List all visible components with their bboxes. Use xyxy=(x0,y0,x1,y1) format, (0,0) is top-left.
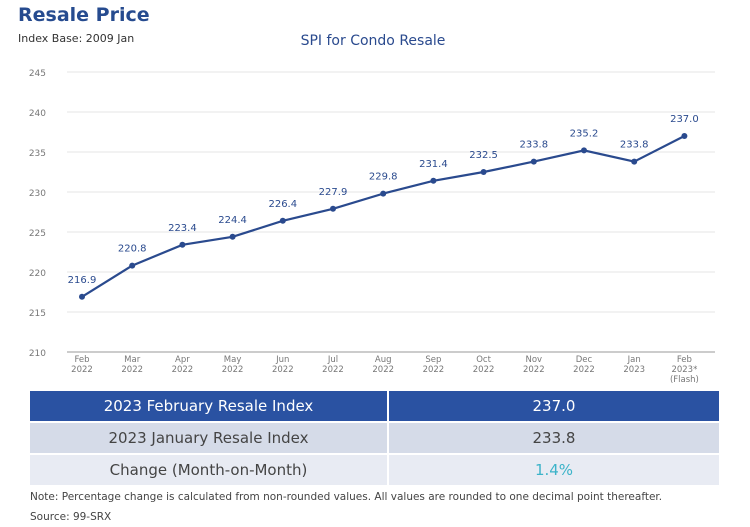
x-tick-label: May xyxy=(224,355,242,365)
change-value: 1.4% xyxy=(389,455,719,485)
data-point xyxy=(330,205,336,212)
data-label: 220.8 xyxy=(118,244,147,255)
x-tick-label: Dec xyxy=(576,355,593,365)
table-row: Change (Month-on-Month) 1.4% xyxy=(30,455,719,485)
data-point xyxy=(79,293,85,300)
index-base: Index Base: 2009 Jan xyxy=(18,32,135,45)
data-point xyxy=(129,262,136,269)
x-tick-label: Feb xyxy=(677,355,692,365)
data-label: 226.4 xyxy=(268,199,297,210)
data-label: 235.2 xyxy=(570,128,599,139)
row-label: 2023 February Resale Index xyxy=(30,391,387,421)
y-tick-label: 245 xyxy=(29,69,46,79)
data-label: 232.5 xyxy=(469,150,498,161)
table-row: 2023 January Resale Index 233.8 xyxy=(30,423,719,453)
index-table: 2023 February Resale Index 237.0 2023 Ja… xyxy=(30,391,719,487)
table-row: 2023 February Resale Index 237.0 xyxy=(30,391,719,421)
x-tick-label: 2022 xyxy=(322,365,344,375)
y-tick-label: 240 xyxy=(29,109,46,119)
data-point xyxy=(631,158,638,165)
x-tick-label: 2022 xyxy=(372,365,394,375)
data-label: 233.8 xyxy=(519,140,548,151)
data-label: 229.8 xyxy=(369,172,398,183)
data-point xyxy=(179,241,186,248)
row-label: Change (Month-on-Month) xyxy=(30,455,387,485)
row-label: 2023 January Resale Index xyxy=(30,423,387,453)
y-tick-label: 230 xyxy=(29,189,46,199)
x-tick-label: 2022 xyxy=(222,365,244,375)
data-point xyxy=(581,147,587,154)
data-label: 231.4 xyxy=(419,159,448,170)
page-title: Resale Price xyxy=(18,4,150,26)
x-tick-label: 2023 xyxy=(623,365,645,375)
chart-title: SPI for Condo Resale xyxy=(301,33,446,49)
data-point xyxy=(681,133,688,139)
x-tick-label: Nov xyxy=(526,355,543,365)
x-tick-label: 2022 xyxy=(573,365,595,375)
y-tick-label: 210 xyxy=(29,349,46,359)
x-tick-label: Feb xyxy=(74,355,89,365)
y-tick-label: 225 xyxy=(29,229,46,239)
x-tick-label: Jul xyxy=(327,355,338,365)
row-value: 237.0 xyxy=(389,391,719,421)
data-label: 233.8 xyxy=(620,140,649,151)
x-tick-label: Apr xyxy=(175,355,190,365)
source: Source: 99-SRX xyxy=(30,511,112,523)
x-tick-label: 2022 xyxy=(272,365,294,375)
x-tick-label: Jan xyxy=(627,355,641,365)
data-point xyxy=(380,190,387,197)
data-point xyxy=(279,217,286,224)
y-tick-label: 235 xyxy=(29,149,46,159)
x-tick-label: Sep xyxy=(425,355,441,365)
data-point xyxy=(480,169,487,175)
y-tick-label: 215 xyxy=(29,309,46,319)
data-point xyxy=(229,233,236,240)
y-tick-label: 220 xyxy=(29,269,46,279)
x-tick-label: 2022 xyxy=(473,365,495,375)
data-label: 227.9 xyxy=(319,187,348,198)
x-tick-label: (Flash) xyxy=(670,375,699,385)
data-label: 224.4 xyxy=(218,215,247,226)
x-tick-label: 2023* xyxy=(671,365,697,375)
x-tick-label: 2022 xyxy=(121,365,143,375)
data-label: 237.0 xyxy=(670,114,699,125)
data-point xyxy=(530,158,537,165)
series-line xyxy=(81,135,685,298)
x-tick-label: 2022 xyxy=(172,365,194,375)
line-chart: SPI for Condo Resale 210 215 220 225 230 235 2… xyxy=(29,33,715,385)
x-tick-label: Aug xyxy=(375,355,392,365)
data-label: 216.9 xyxy=(68,275,97,286)
x-tick-label: 2022 xyxy=(423,365,445,375)
data-point xyxy=(430,177,437,184)
x-tick-label: 2022 xyxy=(523,365,545,375)
x-tick-label: Oct xyxy=(476,355,491,365)
footnote: Note: Percentage change is calculated fr… xyxy=(30,491,663,503)
row-value: 233.8 xyxy=(389,423,719,453)
x-tick-label: 2022 xyxy=(71,365,93,375)
data-label: 223.4 xyxy=(168,223,197,234)
x-tick-label: Mar xyxy=(124,355,141,365)
x-tick-label: Jun xyxy=(275,355,289,365)
